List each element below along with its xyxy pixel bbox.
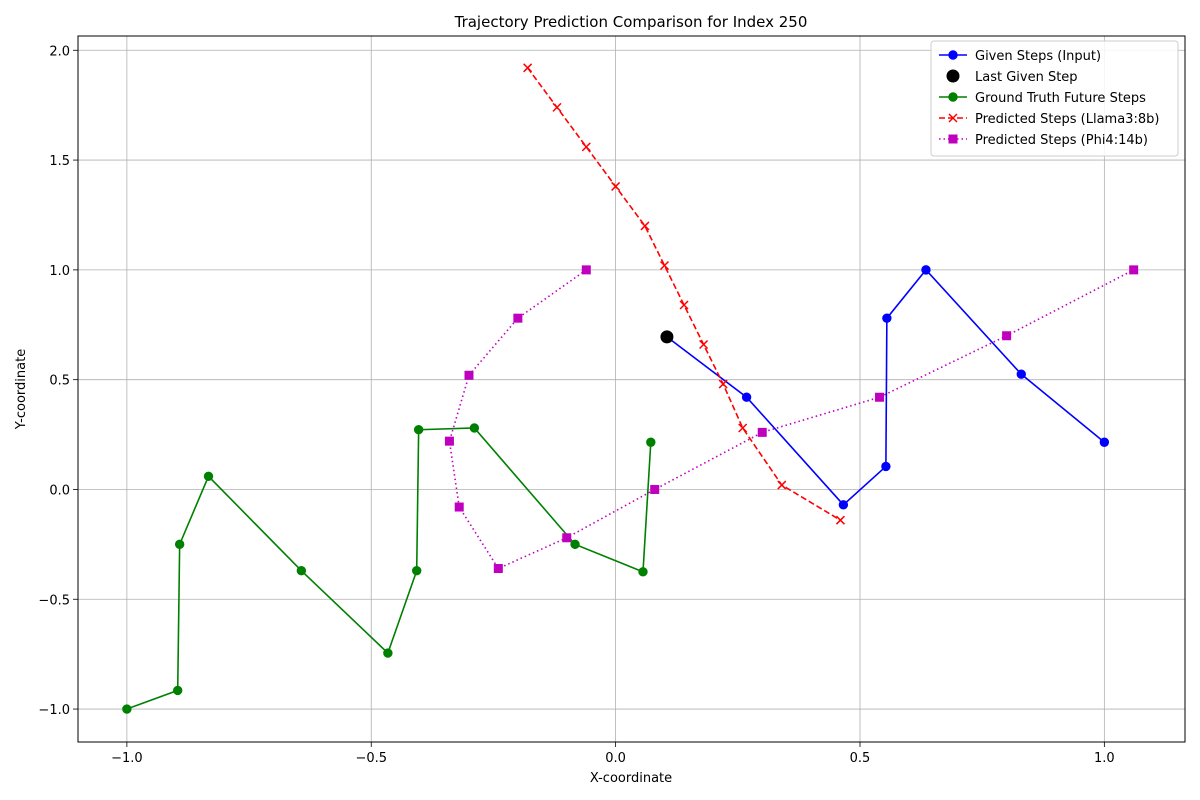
data-point: [921, 265, 931, 275]
y-axis-label: Y-coordinate: [14, 349, 29, 430]
data-point: [741, 392, 752, 402]
data-point: [699, 340, 709, 350]
data-point: [882, 313, 892, 323]
legend-marker: [948, 113, 958, 123]
data-point: [757, 427, 767, 437]
y-tick-label: 2.0: [49, 44, 70, 59]
data-point: [562, 533, 572, 543]
data-point: [411, 566, 422, 576]
series-1: [660, 330, 674, 344]
y-tick-label: 1.5: [49, 154, 70, 169]
series-line: [448, 269, 1135, 570]
data-point: [640, 221, 650, 231]
data-point: [523, 63, 533, 73]
series-4: [444, 265, 1139, 574]
y-tick-label: −1.0: [38, 703, 70, 718]
data-point: [174, 539, 185, 550]
x-tick-label: 0.0: [605, 751, 626, 766]
legend-marker: [946, 69, 960, 83]
data-point: [660, 330, 674, 344]
legend-item: Predicted Steps (Llama3:8b): [939, 112, 1159, 127]
x-tick-label: 1.0: [1094, 751, 1115, 766]
data-point: [581, 142, 591, 152]
legend-label: Ground Truth Future Steps: [975, 91, 1146, 106]
x-tick-label: −1.0: [111, 751, 143, 766]
y-tick-label: −0.5: [38, 593, 70, 608]
data-point: [203, 471, 214, 481]
legend-item: Last Given Step: [946, 69, 1078, 85]
data-point: [611, 181, 621, 191]
data-point: [513, 313, 523, 323]
x-tick-label: −0.5: [355, 751, 387, 766]
series-line: [526, 67, 841, 521]
data-point: [638, 567, 648, 577]
legend-label: Given Steps (Input): [975, 49, 1101, 64]
series-2: [122, 423, 656, 714]
legend-label: Predicted Steps (Phi4:14b): [975, 133, 1148, 148]
data-point: [296, 566, 307, 576]
legend-box: [930, 40, 1179, 157]
data-point: [454, 502, 464, 512]
data-point: [413, 425, 424, 435]
legend-item: Given Steps (Input): [939, 49, 1101, 64]
legend-label: Predicted Steps (Llama3:8b): [975, 112, 1159, 127]
data-point: [838, 500, 849, 510]
y-tick-label: 0.5: [49, 374, 70, 389]
data-point: [444, 436, 454, 446]
axis-ticks: −1.0 −0.5 0.0 0.5 1.0 −1.0 −0.5 0.0 0.5 1.0 1.5 2.0: [38, 44, 1114, 766]
data-point: [718, 379, 728, 389]
data-point: [679, 300, 689, 310]
data-point: [881, 461, 891, 472]
data-point: [570, 539, 580, 550]
data-point: [552, 102, 562, 112]
data-point: [1002, 331, 1012, 341]
data-point: [383, 648, 393, 658]
legend-marker: [948, 50, 958, 60]
legend-item: Predicted Steps (Phi4:14b): [939, 133, 1148, 148]
data-point: [1016, 369, 1026, 379]
data-point: [777, 480, 787, 490]
legend: Given Steps (Input) Last Given Step Ground…: [930, 40, 1179, 157]
x-tick-label: 0.5: [850, 751, 871, 766]
legend-label: Last Given Step: [975, 70, 1078, 85]
legend-marker: [948, 92, 958, 102]
data-point: [738, 423, 748, 433]
data-point: [493, 564, 503, 574]
plot-frame: [77, 35, 1186, 743]
series-line: [126, 427, 652, 710]
data-point: [1129, 265, 1139, 275]
data-point: [659, 260, 670, 271]
grid-lines: [78, 36, 1185, 742]
data-point: [650, 484, 660, 494]
series-3: [523, 63, 845, 525]
series-line: [666, 268, 1105, 506]
data-point: [646, 437, 656, 447]
x-axis-label: X-coordinate: [590, 771, 672, 786]
data-point: [1099, 437, 1110, 447]
y-tick-label: 0.0: [49, 483, 70, 498]
y-tick-label: 1.0: [49, 264, 70, 279]
legend-marker: [948, 134, 958, 144]
data-point: [173, 685, 183, 696]
data-point: [469, 423, 480, 433]
chart-title: Trajectory Prediction Comparison for Ind…: [454, 13, 808, 31]
data-point: [122, 704, 132, 714]
series-layer: [122, 63, 1139, 714]
data-point: [581, 265, 591, 275]
data-point: [875, 392, 885, 402]
data-point: [464, 370, 474, 380]
data-point: [835, 515, 845, 525]
legend-item: Ground Truth Future Steps: [939, 91, 1146, 106]
